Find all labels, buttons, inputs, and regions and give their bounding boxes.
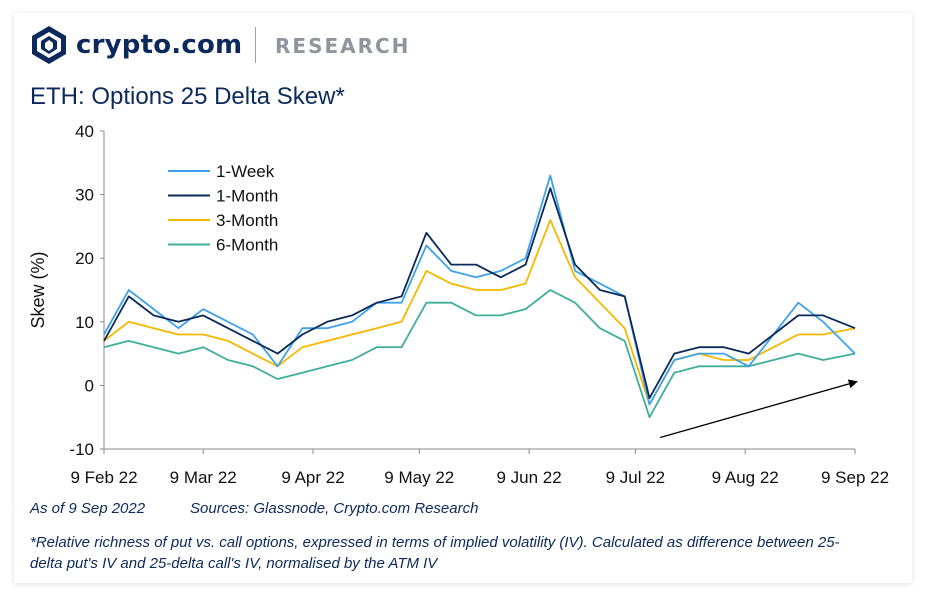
series-line-3-month	[103, 219, 856, 406]
x-tick-label: 9 Feb 22	[70, 468, 137, 487]
y-axis-title: Skew (%)	[28, 251, 48, 328]
x-tick-label: 9 Mar 22	[170, 468, 237, 487]
chart-series	[103, 174, 856, 419]
y-tick-label: 0	[85, 376, 94, 395]
chart-card: crypto.com RESEARCH ETH: Options 25 Delt…	[14, 13, 912, 583]
y-tick-label: -10	[69, 440, 94, 459]
x-tick-label: 9 Sep 22	[821, 468, 889, 487]
brand-logo: crypto.com	[30, 25, 242, 65]
chart-legend: 1-Week 1-Month 3-Month 6-Month	[168, 162, 278, 255]
x-tick-label: 9 Jun 22	[496, 468, 561, 487]
y-tick-label: 20	[75, 249, 94, 268]
x-tick-label: 9 Jul 22	[606, 468, 666, 487]
legend-label: 1-Week	[216, 162, 275, 181]
x-tick-label: 9 May 22	[384, 468, 454, 487]
y-tick-label: 40	[75, 122, 94, 141]
crypto-lion-icon	[32, 26, 66, 64]
y-tick-label: 10	[75, 313, 94, 332]
legend-label: 6-Month	[216, 236, 278, 255]
series-line-1-week	[103, 174, 856, 406]
sources-note: Sources: Glassnode, Crypto.com Research	[190, 500, 479, 517]
series-line-1-month	[103, 187, 856, 400]
chart-title: ETH: Options 25 Delta Skew*	[30, 83, 345, 110]
chart-annotation	[659, 379, 858, 439]
legend-label: 1-Month	[216, 187, 278, 206]
footnote: *Relative richness of put vs. call optio…	[30, 534, 840, 572]
brand-name: crypto.com	[76, 30, 243, 60]
brand-subtitle: RESEARCH	[275, 34, 411, 58]
trend-arrow	[659, 379, 858, 439]
series-line-6-month	[103, 289, 856, 419]
x-tick-label: 9 Apr 22	[281, 468, 344, 487]
brand-divider	[255, 27, 256, 63]
y-tick-label: 30	[75, 186, 94, 205]
x-tick-label: 9 Aug 22	[712, 468, 779, 487]
chart-axes: -10 0 10 20 30 40 9 Feb 22 9 Mar 22 9 Apr 22 9 Ma…	[28, 122, 889, 487]
as-of-date: As of 9 Sep 2022	[30, 500, 146, 517]
legend-label: 3-Month	[216, 211, 278, 230]
